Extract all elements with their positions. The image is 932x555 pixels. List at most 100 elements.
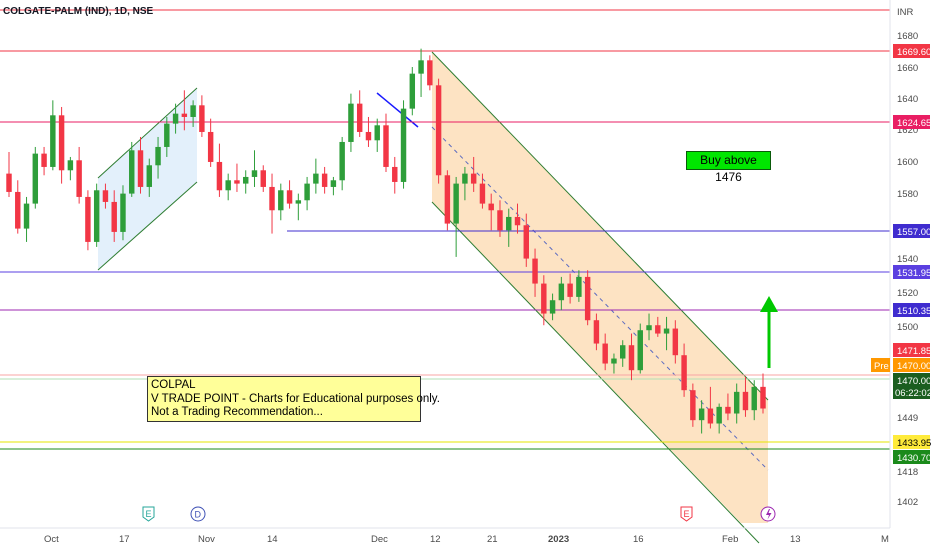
x-tick-label: Nov: [198, 534, 215, 545]
candle-body: [567, 283, 573, 297]
candle-body: [427, 60, 433, 86]
candle-body: [716, 406, 722, 424]
y-tick-label: 1540: [897, 254, 918, 265]
candle-body: [611, 358, 617, 364]
dividend-marker-label: D: [195, 510, 202, 520]
y-tick-label: 1500: [897, 322, 918, 333]
candle-body: [199, 105, 205, 132]
candle-body: [392, 166, 398, 182]
x-tick-label: Dec: [371, 534, 388, 545]
candle-body: [85, 196, 91, 242]
x-tick-label: 17: [119, 534, 130, 545]
candle-body: [356, 103, 363, 132]
candle-body: [146, 165, 152, 187]
x-tick-label: Oct: [44, 534, 59, 545]
y-tick-label: 1402: [897, 497, 918, 508]
price-badge-1669: [893, 44, 930, 58]
candle-body: [646, 325, 652, 331]
candle-body: [76, 160, 82, 197]
candle-body: [251, 170, 258, 177]
x-tick-label: 12: [430, 534, 441, 545]
descending-channel-fill: [432, 52, 768, 523]
candle-body: [497, 210, 503, 231]
candle-body: [374, 125, 380, 141]
candle-body: [698, 408, 705, 421]
candle-body: [576, 276, 582, 297]
note-line: COLPAL: [151, 379, 196, 391]
candle-body: [172, 113, 179, 124]
countdown-label: 06:22:02: [895, 388, 932, 399]
candle-body: [742, 391, 749, 411]
y-tick-label: 1600: [897, 157, 918, 168]
candle-body: [41, 153, 47, 167]
candle-body: [479, 183, 486, 204]
candle-body: [295, 200, 302, 204]
y-tick-label: 1580: [897, 189, 918, 200]
candle-body: [243, 176, 249, 184]
price-badge-label: 1531.95: [897, 268, 931, 279]
buy-signal-label: Buy above 1476: [686, 151, 771, 184]
candle-body: [15, 191, 21, 229]
candle-body: [751, 386, 757, 411]
price-badge-label: 1624.65: [897, 118, 931, 129]
candle-body: [32, 153, 39, 204]
candle-body: [348, 103, 354, 142]
earnings-marker-icon[interactable]: [680, 506, 693, 522]
up-arrow-icon: [760, 296, 778, 312]
candle-body: [67, 160, 74, 171]
candle-body: [541, 283, 547, 314]
candle-body: [409, 73, 416, 109]
trend-segment: [376, 92, 419, 128]
candle-body: [207, 131, 214, 162]
earnings-marker-label: E: [146, 509, 152, 519]
dividend-marker-icon[interactable]: [190, 506, 206, 522]
descending-channel-lower: [431, 201, 760, 544]
candle-body: [488, 203, 494, 211]
candle-body: [181, 113, 188, 117]
price-badge-1471: [893, 343, 930, 357]
candle-body: [383, 125, 389, 167]
price-badge-1430: [893, 450, 930, 464]
candle-body: [365, 131, 372, 141]
candle-body: [260, 170, 266, 187]
candle-body: [620, 345, 626, 359]
candle-body: [602, 343, 608, 364]
y-tick-label: 1449: [897, 413, 918, 424]
x-tick-label: 14: [267, 534, 278, 545]
lightning-bolt-icon: [766, 509, 772, 520]
note-line: V TRADE POINT - Charts for Educational p…: [151, 392, 440, 405]
candle-body: [269, 186, 275, 211]
candle-body: [339, 141, 345, 181]
price-badge-1531: [893, 265, 930, 279]
x-tick-label: 13: [790, 534, 801, 545]
candle-body: [663, 328, 670, 334]
y-tick-label: 1680: [897, 31, 918, 42]
candles-group: [6, 48, 766, 434]
candle-body: [506, 216, 512, 231]
candle-body: [93, 190, 100, 242]
currency-label: INR: [897, 7, 914, 18]
price-badge-1624: [893, 115, 930, 129]
candle-body: [681, 355, 687, 391]
candle-body: [6, 173, 12, 192]
candle-body: [164, 123, 170, 147]
candle-body: [733, 391, 740, 414]
candle-body: [593, 320, 600, 344]
price-badge-label: 1433.95: [897, 438, 931, 449]
candle-body: [532, 258, 538, 284]
price-badge-label: 1470.00: [897, 376, 931, 387]
pre-market-label: Pre: [874, 361, 889, 372]
price-badge-label: 1557.00: [897, 227, 931, 238]
candle-body: [628, 345, 635, 371]
price-badge-1510: [893, 303, 930, 317]
candle-body: [760, 386, 766, 409]
candle-body: [470, 173, 477, 184]
earnings-marker-icon[interactable]: [142, 506, 155, 522]
ascending-channel-upper: [97, 87, 198, 179]
candle-body: [400, 108, 407, 182]
price-badge-pre: [893, 358, 930, 372]
price-badge-label: 1510.35: [897, 306, 931, 317]
candle-body: [111, 201, 117, 232]
